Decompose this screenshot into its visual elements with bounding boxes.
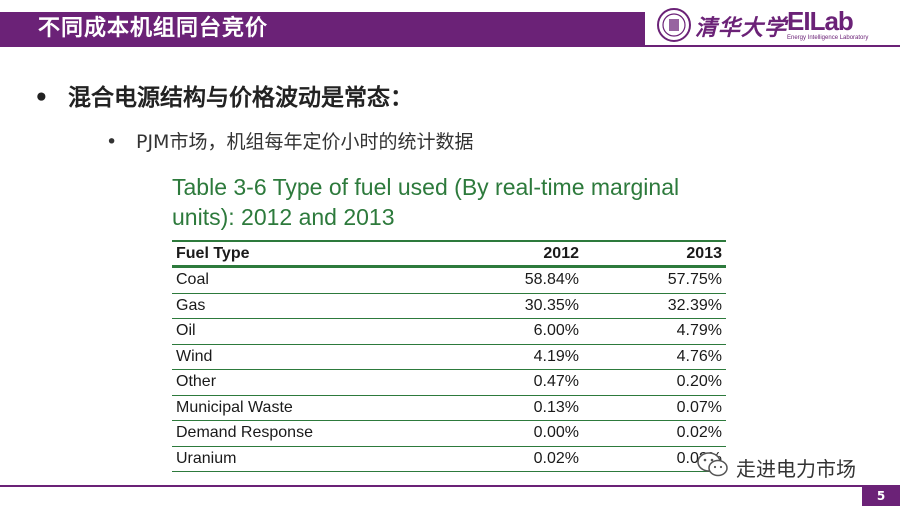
table-caption: Table 3-6 Type of fuel used (By real-tim…	[172, 174, 680, 230]
table-cell: Municipal Waste	[172, 395, 440, 421]
table-cell: Wind	[172, 344, 440, 370]
table-cell: 0.02%	[583, 420, 726, 447]
bullet-2-text: PJM市场，机组每年定价小时的统计数据	[136, 131, 474, 153]
table-cell: 4.79%	[583, 318, 726, 345]
table-row: Municipal Waste 0.13% 0.07%	[172, 395, 726, 421]
table-row: Gas 30.35% 32.39%	[172, 293, 726, 319]
university-seal-icon	[657, 8, 691, 42]
bullet-level-2: • PJM市场，机组每年定价小时的统计数据	[106, 127, 473, 154]
table-cell: Coal	[172, 266, 440, 294]
table-cell: 4.19%	[440, 344, 583, 370]
table-cell: 57.75%	[583, 266, 726, 294]
bullet-level-1: • 混合电源结构与价格波动是常态：	[34, 78, 413, 112]
table-row: Coal 58.84% 57.75%	[172, 266, 726, 294]
university-name: 清华大学	[695, 15, 788, 41]
table-cell: 58.84%	[440, 266, 583, 294]
table-row: Wind 4.19% 4.76%	[172, 344, 726, 370]
table-cell: 4.76%	[583, 344, 726, 370]
table-cell: 0.47%	[440, 369, 583, 396]
bullet-1-text: 混合电源结构与价格波动是常态：	[68, 85, 413, 111]
wechat-icon	[697, 452, 728, 477]
lab-logo: EILab	[787, 6, 854, 36]
fuel-type-table: Fuel Type 2012 2013 Coal 58.84% 57.75% G…	[172, 240, 726, 472]
column-header-2013: 2013	[583, 240, 726, 268]
table-cell: Other	[172, 369, 440, 396]
bullet-dot: •	[106, 131, 118, 153]
table-row: Other 0.47% 0.20%	[172, 369, 726, 396]
logo-area: 清华大学 EILab Energy Intelligence Laborator…	[655, 6, 900, 46]
table-cell: Demand Response	[172, 420, 440, 447]
table-row: Uranium 0.02% 0.02%	[172, 446, 726, 472]
table-cell: 32.39%	[583, 293, 726, 319]
slide-title: 不同成本机组同台竞价	[38, 16, 269, 41]
wechat-account-label: 走进电力市场	[736, 457, 856, 481]
table-row: Demand Response 0.00% 0.02%	[172, 420, 726, 447]
table-cell: 0.00%	[440, 420, 583, 447]
table-cell: 6.00%	[440, 318, 583, 345]
page-number: 5	[862, 487, 900, 506]
bullet-dot: •	[34, 85, 49, 111]
header-divider	[0, 45, 900, 47]
table-cell: Gas	[172, 293, 440, 319]
table-cell: Uranium	[172, 446, 440, 472]
table-row: Oil 6.00% 4.79%	[172, 318, 726, 345]
column-header-2012: 2012	[440, 240, 583, 268]
lab-subtitle: Energy Intelligence Laboratory	[787, 35, 869, 41]
table-cell: 0.13%	[440, 395, 583, 421]
table-cell: 0.02%	[440, 446, 583, 472]
table-cell: 0.20%	[583, 369, 726, 396]
footer-divider	[0, 485, 900, 487]
table-cell: 30.35%	[440, 293, 583, 319]
column-header-fuel-type: Fuel Type	[172, 240, 440, 268]
table-cell: Oil	[172, 318, 440, 345]
table-cell: 0.07%	[583, 395, 726, 421]
title-bar: 不同成本机组同台竞价	[0, 12, 645, 45]
table-header-row: Fuel Type 2012 2013	[172, 240, 726, 268]
